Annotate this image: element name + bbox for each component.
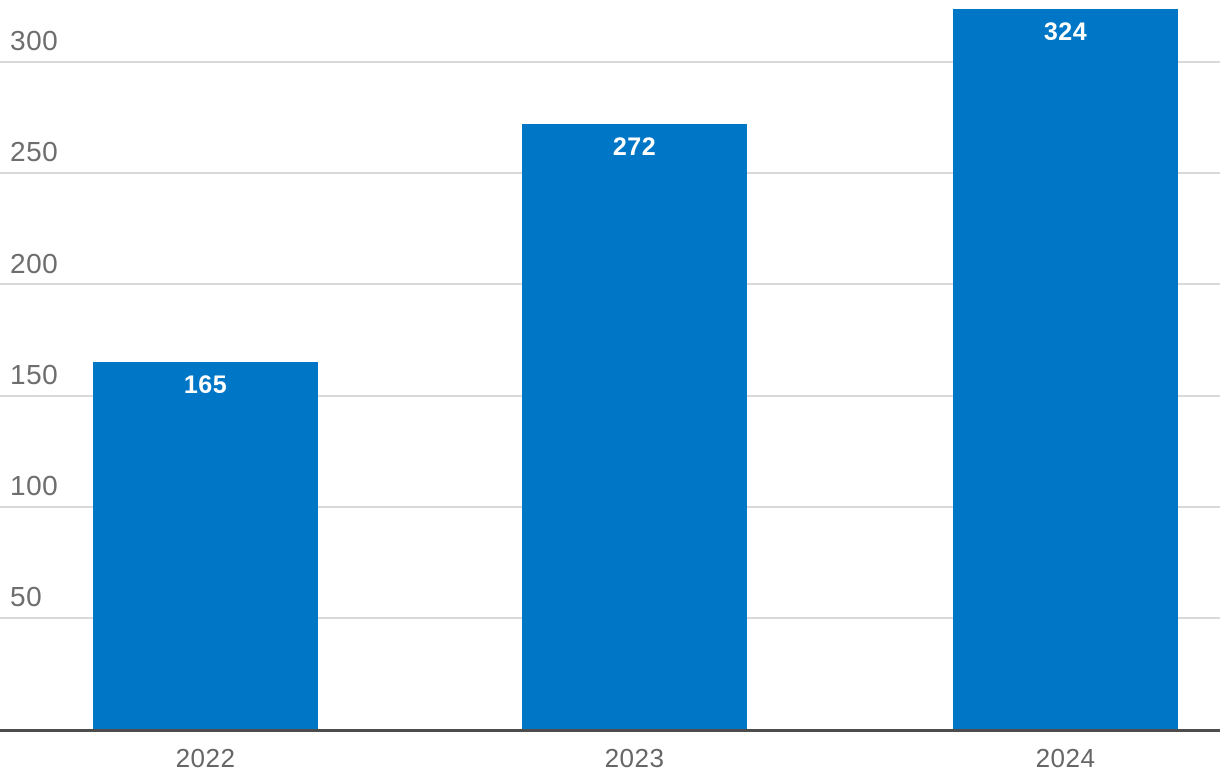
bar: 165 — [93, 362, 318, 729]
bar: 272 — [522, 124, 747, 729]
x-axis-tick-label: 2022 — [175, 743, 236, 773]
x-axis-line — [0, 729, 1220, 732]
gridline — [0, 61, 1220, 64]
bar-value-label: 165 — [183, 371, 228, 400]
bar: 324 — [953, 8, 1178, 729]
bar-value-label: 272 — [612, 133, 657, 162]
y-axis-tick-label: 300 — [10, 25, 59, 57]
y-axis-tick-label: 100 — [10, 469, 59, 501]
bar-value-label: 324 — [1043, 17, 1088, 46]
x-axis-tick-label: 2024 — [1035, 743, 1096, 773]
y-axis-tick-label: 250 — [10, 136, 59, 168]
y-axis-tick-label: 150 — [10, 358, 59, 390]
y-axis-tick-label: 50 — [10, 580, 43, 612]
x-axis-tick-label: 2023 — [604, 743, 665, 773]
y-axis-tick-label: 200 — [10, 247, 59, 279]
